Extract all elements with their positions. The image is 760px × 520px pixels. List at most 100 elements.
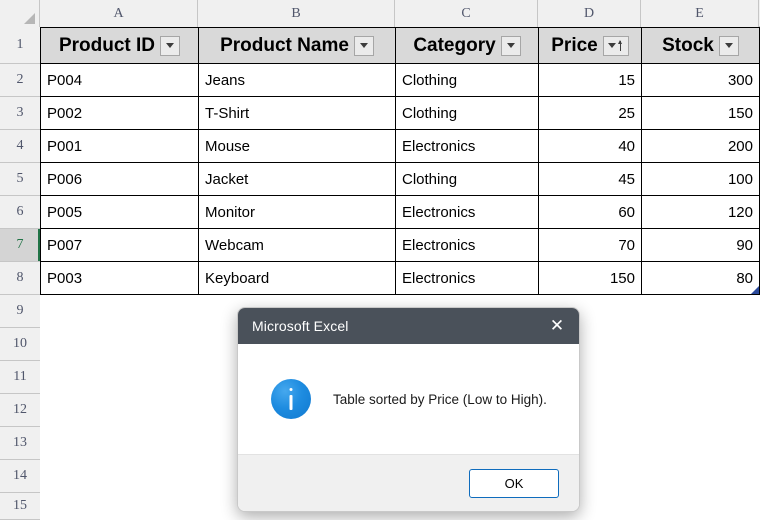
cell-stock[interactable]: 120 bbox=[641, 195, 760, 229]
cell-price[interactable]: 40 bbox=[538, 129, 642, 163]
cell-stock[interactable]: 80 bbox=[641, 261, 760, 295]
column-header-a[interactable]: A bbox=[40, 0, 198, 27]
cell-product-name[interactable]: Jeans bbox=[198, 63, 396, 97]
row-header-13[interactable]: 13 bbox=[0, 427, 40, 460]
cell-stock[interactable]: 100 bbox=[641, 162, 760, 196]
filter-dropdown-icon[interactable] bbox=[160, 35, 181, 56]
row-header-5[interactable]: 5 bbox=[0, 163, 40, 196]
filter-dropdown-icon[interactable] bbox=[500, 35, 521, 56]
cell-stock[interactable]: 90 bbox=[641, 228, 760, 262]
table-header-row: Product ID Product Name Category Price Stock bbox=[40, 27, 760, 64]
table-resize-handle[interactable] bbox=[751, 286, 759, 294]
cell-price[interactable]: 25 bbox=[538, 96, 642, 130]
cell-product-name[interactable]: Monitor bbox=[198, 195, 396, 229]
dialog-title: Microsoft Excel bbox=[252, 318, 349, 334]
cell-category[interactable]: Electronics bbox=[395, 129, 539, 163]
sort-ascending-filter-icon[interactable] bbox=[602, 35, 629, 56]
cell-stock[interactable]: 200 bbox=[641, 129, 760, 163]
cell-price[interactable]: 45 bbox=[538, 162, 642, 196]
table-header-label: Stock bbox=[662, 35, 714, 56]
table-header-label: Category bbox=[413, 35, 496, 56]
chevron-down-icon bbox=[607, 43, 616, 48]
cell-stock[interactable]: 150 bbox=[641, 96, 760, 130]
cell-category[interactable]: Clothing bbox=[395, 96, 539, 130]
select-all-triangle-icon bbox=[24, 13, 35, 24]
table-header-cell: Price bbox=[538, 27, 642, 64]
table-header-cell: Product Name bbox=[198, 27, 396, 64]
table-header-label: Product ID bbox=[58, 35, 156, 56]
chevron-down-icon bbox=[359, 43, 368, 48]
cell-category[interactable]: Electronics bbox=[395, 261, 539, 295]
column-header-b[interactable]: B bbox=[198, 0, 395, 27]
ok-button[interactable]: OK bbox=[469, 468, 559, 498]
table-row[interactable]: P001 Mouse Electronics 40 200 bbox=[40, 129, 760, 163]
cell-price[interactable]: 15 bbox=[538, 63, 642, 97]
table-header-cell: Stock bbox=[641, 27, 760, 64]
cell-category[interactable]: Clothing bbox=[395, 63, 539, 97]
row-header-15[interactable]: 15 bbox=[0, 493, 40, 520]
table-header-cell: Category bbox=[395, 27, 539, 64]
row-header-14[interactable]: 14 bbox=[0, 460, 40, 493]
product-table: Product ID Product Name Category Price Stock… bbox=[40, 27, 760, 295]
dialog-footer: OK bbox=[238, 454, 579, 511]
column-header-e[interactable]: E bbox=[641, 0, 759, 27]
row-header-9[interactable]: 9 bbox=[0, 295, 40, 328]
cell-product-id[interactable]: P001 bbox=[40, 129, 199, 163]
cell-product-name[interactable]: Webcam bbox=[198, 228, 396, 262]
row-header-4[interactable]: 4 bbox=[0, 130, 40, 163]
cell-product-name[interactable]: T-Shirt bbox=[198, 96, 396, 130]
info-icon bbox=[271, 379, 311, 419]
table-row[interactable]: P003 Keyboard Electronics 150 80 bbox=[40, 261, 760, 295]
row-header-1[interactable]: 1 bbox=[0, 27, 40, 64]
row-header-11[interactable]: 11 bbox=[0, 361, 40, 394]
chevron-down-icon bbox=[506, 43, 515, 48]
row-header-3[interactable]: 3 bbox=[0, 97, 40, 130]
dialog-titlebar: Microsoft Excel ✕ bbox=[238, 308, 579, 344]
close-icon[interactable]: ✕ bbox=[549, 315, 565, 336]
cell-price[interactable]: 150 bbox=[538, 261, 642, 295]
table-row[interactable]: P002 T-Shirt Clothing 25 150 bbox=[40, 96, 760, 130]
column-header-c[interactable]: C bbox=[395, 0, 538, 27]
cell-category[interactable]: Electronics bbox=[395, 195, 539, 229]
table-header-label: Product Name bbox=[220, 35, 349, 56]
dialog-message: Table sorted by Price (Low to High). bbox=[333, 391, 547, 407]
cell-product-id[interactable]: P006 bbox=[40, 162, 199, 196]
filter-dropdown-icon[interactable] bbox=[718, 35, 739, 56]
row-header-8[interactable]: 8 bbox=[0, 262, 40, 295]
cell-category[interactable]: Electronics bbox=[395, 228, 539, 262]
row-header-10[interactable]: 10 bbox=[0, 328, 40, 361]
chevron-down-icon bbox=[166, 43, 175, 48]
row-header-6[interactable]: 6 bbox=[0, 196, 40, 229]
column-header-d[interactable]: D bbox=[538, 0, 641, 27]
sheet-grid: Product ID Product Name Category Price Stock… bbox=[40, 27, 760, 520]
cell-product-id[interactable]: P002 bbox=[40, 96, 199, 130]
table-row[interactable]: P005 Monitor Electronics 60 120 bbox=[40, 195, 760, 229]
filter-dropdown-icon[interactable] bbox=[353, 35, 374, 56]
arrow-up-icon bbox=[617, 40, 624, 51]
cell-category[interactable]: Clothing bbox=[395, 162, 539, 196]
cell-price[interactable]: 60 bbox=[538, 195, 642, 229]
message-dialog: Microsoft Excel ✕ Table sorted by Price … bbox=[237, 307, 580, 512]
row-header-2[interactable]: 2 bbox=[0, 64, 40, 97]
table-header-label: Price bbox=[551, 35, 598, 56]
table-row[interactable]: P006 Jacket Clothing 45 100 bbox=[40, 162, 760, 196]
cell-price[interactable]: 70 bbox=[538, 228, 642, 262]
select-all-corner[interactable] bbox=[0, 0, 40, 27]
chevron-down-icon bbox=[724, 43, 733, 48]
cell-stock[interactable]: 300 bbox=[641, 63, 760, 97]
row-header-12[interactable]: 12 bbox=[0, 394, 40, 427]
cell-product-name[interactable]: Mouse bbox=[198, 129, 396, 163]
cell-product-id[interactable]: P007 bbox=[40, 228, 199, 262]
cell-product-id[interactable]: P005 bbox=[40, 195, 199, 229]
cell-product-id[interactable]: P004 bbox=[40, 63, 199, 97]
table-row[interactable]: P004 Jeans Clothing 15 300 bbox=[40, 63, 760, 97]
row-headers: 1 2 3 4 5 6 7 8 9 10 11 12 13 14 15 bbox=[0, 27, 40, 520]
row-header-7[interactable]: 7 bbox=[0, 229, 40, 262]
dialog-body: Table sorted by Price (Low to High). bbox=[238, 344, 579, 454]
cell-product-name[interactable]: Jacket bbox=[198, 162, 396, 196]
table-row[interactable]: P007 Webcam Electronics 70 90 bbox=[40, 228, 760, 262]
cell-product-id[interactable]: P003 bbox=[40, 261, 199, 295]
cell-product-name[interactable]: Keyboard bbox=[198, 261, 396, 295]
